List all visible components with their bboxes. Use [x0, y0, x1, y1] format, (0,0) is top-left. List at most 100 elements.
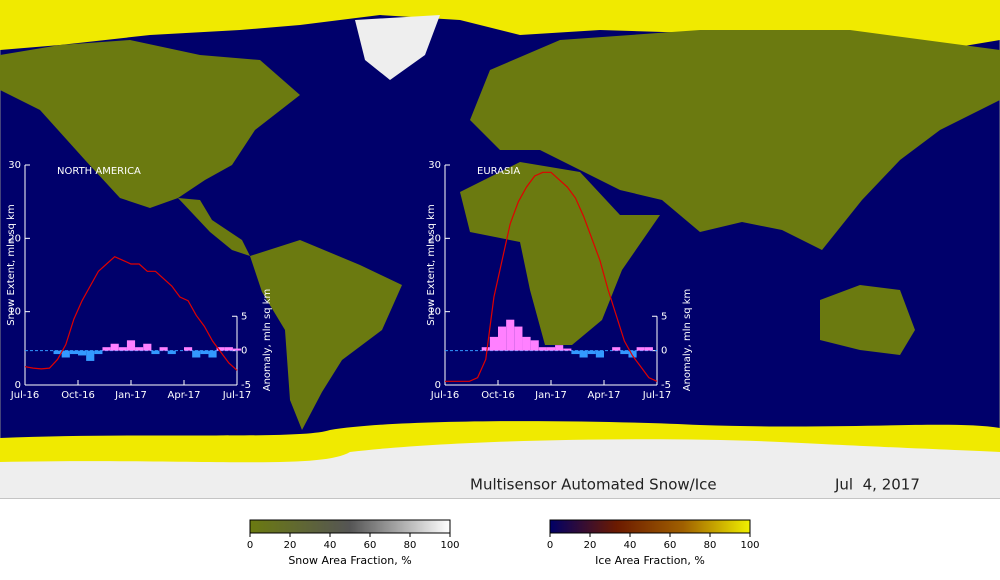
y-tick-label: 10 [8, 307, 21, 318]
x-tick-label: Jul-17 [222, 390, 251, 401]
australia [820, 285, 915, 355]
anomaly-bar [530, 340, 539, 351]
anomaly-bar [224, 347, 233, 351]
anomaly-bar [126, 340, 136, 351]
y2-axis-label: Anomaly, mln sq km [682, 289, 693, 392]
eurasia [470, 30, 1000, 250]
colorbar-label: Snow Area Fraction, % [288, 554, 411, 567]
inset-chart: NORTH AMERICA 0 10 20 30 -5 0 5 Jul-16 Oct-16 Jan-… [6, 160, 273, 401]
anomaly-bar [546, 347, 556, 351]
y-tick-label: 20 [8, 233, 21, 244]
anomaly-bar [61, 350, 70, 358]
colorbar [549, 519, 751, 534]
anomaly-bar [579, 350, 588, 358]
anomaly-bar [232, 348, 242, 351]
anomaly-bar [620, 350, 629, 355]
anomaly-bar [151, 350, 160, 355]
map-title: Multisensor Automated Snow/Ice [470, 476, 717, 494]
map [0, 0, 1000, 499]
y-tick-label: 0 [15, 380, 21, 391]
region-label: EURASIA [477, 166, 520, 177]
anomaly-bar [555, 345, 564, 351]
greenland [355, 15, 440, 80]
anomaly-bar [167, 350, 176, 355]
x-tick-label: Oct-16 [61, 390, 95, 401]
colorbar-tick-label: 80 [704, 540, 717, 551]
colorbar-tick-label: 60 [364, 540, 377, 551]
anomaly-bar [538, 347, 547, 351]
x-tick-label: Jan-17 [534, 390, 567, 401]
y-axis-label: Snow Extent, mln sq km [426, 204, 437, 325]
inset-chart: EURASIA 0 10 20 30 -5 0 5 Jul-16 Oct-16 Jan-17 Apr-… [426, 160, 693, 401]
arctic-ice [0, 0, 1000, 50]
map-date: Jul 4, 2017 [834, 476, 920, 494]
colorbar-tick-label: 80 [404, 540, 417, 551]
colorbar-tick-label: 100 [740, 540, 759, 551]
anomaly-bar [53, 350, 62, 355]
colorbar-tick-label: 60 [664, 540, 677, 551]
colorbar-tick-label: 40 [624, 540, 637, 551]
anomaly-bar [498, 326, 507, 351]
anomaly-bar [514, 326, 523, 351]
x-tick-label: Apr-17 [588, 390, 621, 401]
africa [460, 162, 660, 345]
anomaly-bar [184, 347, 193, 351]
anomaly-bar [481, 347, 490, 351]
colorbar-tick-label: 20 [284, 540, 297, 551]
y2-tick-label: -5 [241, 380, 251, 391]
y-tick-label: 10 [428, 307, 441, 318]
anomaly-bar [143, 343, 152, 351]
anomaly-bar [94, 350, 103, 355]
x-tick-label: Oct-16 [481, 390, 515, 401]
anomaly-bar [110, 343, 119, 351]
colorbar-tick-label: 0 [247, 540, 253, 551]
region-label: NORTH AMERICA [57, 166, 141, 177]
y2-tick-label: 5 [661, 311, 667, 322]
anomaly-bar [644, 347, 653, 351]
anomaly-bar [192, 350, 201, 358]
anomaly-bar [571, 350, 580, 355]
anomaly-bar [628, 350, 637, 358]
y-tick-label: 30 [8, 160, 21, 171]
anomaly-bar [216, 347, 225, 351]
x-tick-label: Jul-17 [642, 390, 671, 401]
colorbar [249, 519, 451, 534]
north-america [0, 40, 300, 208]
snow-extent-line [445, 171, 658, 382]
x-tick-label: Apr-17 [168, 390, 201, 401]
colorbar-tick-label: 20 [584, 540, 597, 551]
colorbar-label: Ice Area Fraction, % [595, 554, 705, 567]
anomaly-bar [489, 336, 498, 351]
x-tick-label: Jul-16 [430, 390, 459, 401]
colorbar-tick-label: 0 [547, 540, 553, 551]
anomaly-bar [69, 350, 78, 355]
anomaly-bar [522, 336, 531, 351]
y2-tick-label: 0 [241, 346, 247, 357]
anomaly-bar [159, 347, 168, 351]
y-tick-label: 0 [435, 380, 441, 391]
anomaly-bar [595, 350, 604, 358]
anomaly-bar [636, 347, 645, 351]
y2-tick-label: 5 [241, 311, 247, 322]
anomaly-bar [208, 350, 217, 358]
colorbar-tick-label: 40 [324, 540, 337, 551]
colorbar-tick-label: 100 [440, 540, 459, 551]
anomaly-bar [612, 347, 621, 351]
anomaly-bar [102, 347, 111, 351]
y2-tick-label: -5 [661, 380, 671, 391]
y-tick-label: 20 [428, 233, 441, 244]
anomaly-bar [86, 350, 95, 361]
y-tick-label: 30 [428, 160, 441, 171]
anomaly-bar [506, 319, 515, 351]
anomaly-bar [200, 350, 209, 355]
snow-extent-line [24, 255, 238, 371]
y2-axis-label: Anomaly, mln sq km [262, 289, 273, 392]
y-axis-label: Snow Extent, mln sq km [6, 204, 17, 325]
anomaly-bar [563, 348, 572, 351]
antarctica [0, 439, 1000, 498]
y2-tick-label: 0 [661, 346, 667, 357]
anomaly-bar [135, 347, 144, 351]
central-america [178, 198, 250, 256]
anomaly-bar [587, 350, 596, 355]
